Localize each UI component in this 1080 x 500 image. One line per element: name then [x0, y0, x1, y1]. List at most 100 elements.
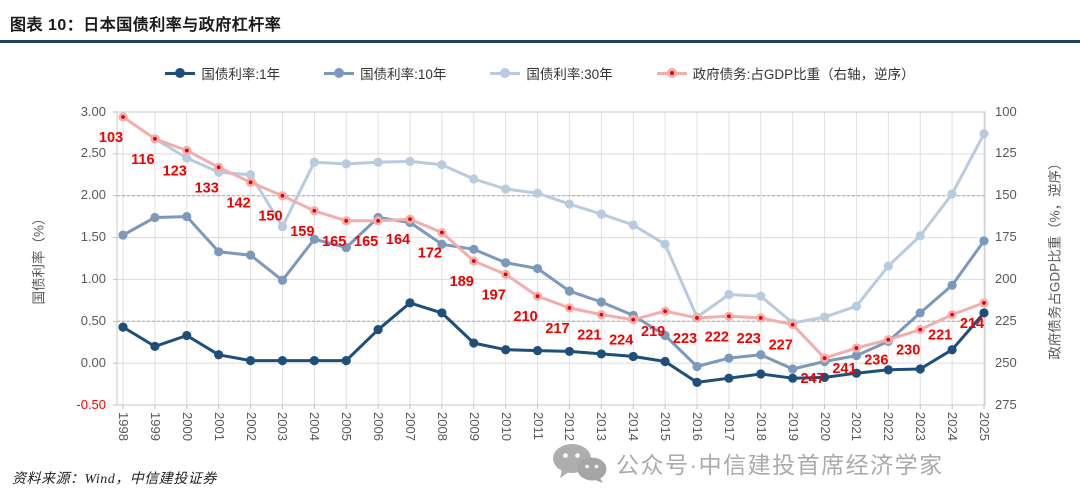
data-point-marker [756, 350, 766, 360]
data-point-marker [245, 250, 256, 260]
series-0 [118, 298, 989, 387]
x-axis-year-label: 2004 [307, 412, 323, 441]
data-point-marker [501, 184, 511, 194]
legend-item-3: 政府债务:占GDP比重（右轴，逆序） [656, 63, 915, 83]
debt-value-label: 230 [896, 343, 920, 359]
x-axis-year-label: 2019 [785, 412, 801, 441]
data-point-center [663, 309, 668, 314]
watermark: 公众号·中信建投首席经济学家 [552, 443, 944, 483]
title-divider [0, 40, 1080, 43]
right-axis-tick: 225 [995, 312, 1017, 328]
x-axis-year-label: 2011 [530, 412, 546, 440]
x-axis-year-label: 2012 [562, 412, 578, 441]
data-point-marker [979, 236, 989, 246]
debt-value-label: 165 [322, 234, 346, 250]
data-point-marker [788, 364, 798, 374]
legend-label: 国债利率:1年 [201, 67, 281, 82]
data-point-marker [947, 189, 957, 199]
x-axis-year-label: 2006 [371, 412, 387, 441]
data-point-marker [851, 351, 862, 361]
data-point-marker [724, 353, 734, 363]
data-point-marker [214, 350, 224, 360]
x-axis-year-label: 2001 [211, 412, 227, 441]
data-point-center [726, 314, 731, 319]
x-axis-year-label: 2014 [626, 412, 642, 441]
x-axis-year-label: 2021 [849, 412, 865, 441]
data-point-marker [628, 220, 638, 230]
debt-value-label: 123 [163, 164, 187, 180]
data-point-center [695, 316, 699, 320]
data-point-marker [182, 153, 192, 163]
data-point-marker [947, 345, 957, 355]
legend-item-2: 国债利率:30年 [490, 63, 613, 83]
data-point-center [982, 300, 986, 305]
data-point-marker [469, 174, 479, 184]
debt-value-label: 236 [864, 353, 888, 369]
legend-marker [490, 68, 521, 78]
legend-item-1: 国债利率:10年 [324, 63, 446, 83]
debt-value-label: 241 [832, 361, 856, 377]
data-point-center [854, 346, 859, 350]
data-point-marker [788, 373, 798, 383]
data-point-marker [532, 263, 543, 274]
left-axis-title: 国债利率（%） [31, 211, 47, 305]
data-point-marker [309, 234, 319, 244]
debt-value-label: 103 [99, 130, 123, 146]
right-axis-tick: 175 [995, 229, 1017, 245]
debt-value-label: 222 [705, 329, 729, 345]
data-point-center [471, 259, 476, 263]
x-axis-year-label: 1999 [147, 412, 163, 441]
x-axis-year-label: 2000 [179, 412, 195, 441]
data-point-marker [724, 289, 734, 300]
data-point-center [918, 327, 923, 332]
debt-value-label: 221 [577, 328, 601, 344]
data-point-center [535, 294, 540, 299]
x-axis-year-label: 2015 [658, 412, 674, 441]
debt-value-label: 221 [928, 328, 952, 344]
series-line [122, 115, 985, 360]
x-axis-year-label: 2016 [690, 412, 705, 441]
wechat-icon [553, 444, 607, 483]
data-point-center [184, 148, 189, 153]
legend-label: 政府债务:占GDP比重（右轴，逆序） [692, 67, 915, 82]
data-point-marker [819, 372, 830, 382]
data-point-marker [596, 297, 606, 307]
debt-value-label: 227 [769, 338, 793, 354]
data-point-marker [150, 212, 160, 223]
data-point-marker [182, 330, 192, 341]
data-point-center [886, 337, 891, 342]
data-point-marker [501, 345, 511, 355]
data-point-marker [405, 298, 415, 308]
data-point-marker [883, 365, 893, 375]
data-point-center [567, 305, 572, 310]
data-point-center [439, 230, 444, 235]
data-point-marker [469, 244, 479, 254]
left-axis-tick: 1.00 [80, 270, 106, 286]
data-point-marker [564, 286, 575, 296]
data-point-marker [437, 160, 447, 170]
left-axis-tick: 2.50 [80, 145, 106, 161]
figure-title: 图表 10：日本国债利率与政府杠杆率 [10, 17, 282, 34]
left-axis-tick: -0.50 [76, 396, 106, 412]
right-axis-tick: 250 [995, 354, 1017, 370]
data-point-marker [660, 330, 670, 341]
data-point-center [152, 136, 157, 141]
debt-value-label: 217 [545, 321, 569, 337]
data-point-center [631, 317, 636, 322]
plot-border [116, 111, 986, 406]
data-point-marker [118, 230, 128, 240]
data-point-marker [724, 373, 734, 383]
x-axis-year-label: 2025 [977, 412, 992, 441]
data-point-marker [277, 222, 288, 232]
left-axis-tick: 0.00 [80, 354, 106, 370]
data-point-marker [309, 356, 319, 366]
data-point-marker [660, 239, 670, 249]
debt-value-label: 197 [482, 287, 506, 303]
data-point-marker [947, 280, 957, 290]
x-axis-year-label: 2003 [275, 412, 291, 441]
series-line [122, 215, 986, 371]
data-point-marker [373, 157, 383, 167]
data-point-marker [245, 356, 256, 366]
legend-marker [324, 68, 355, 78]
